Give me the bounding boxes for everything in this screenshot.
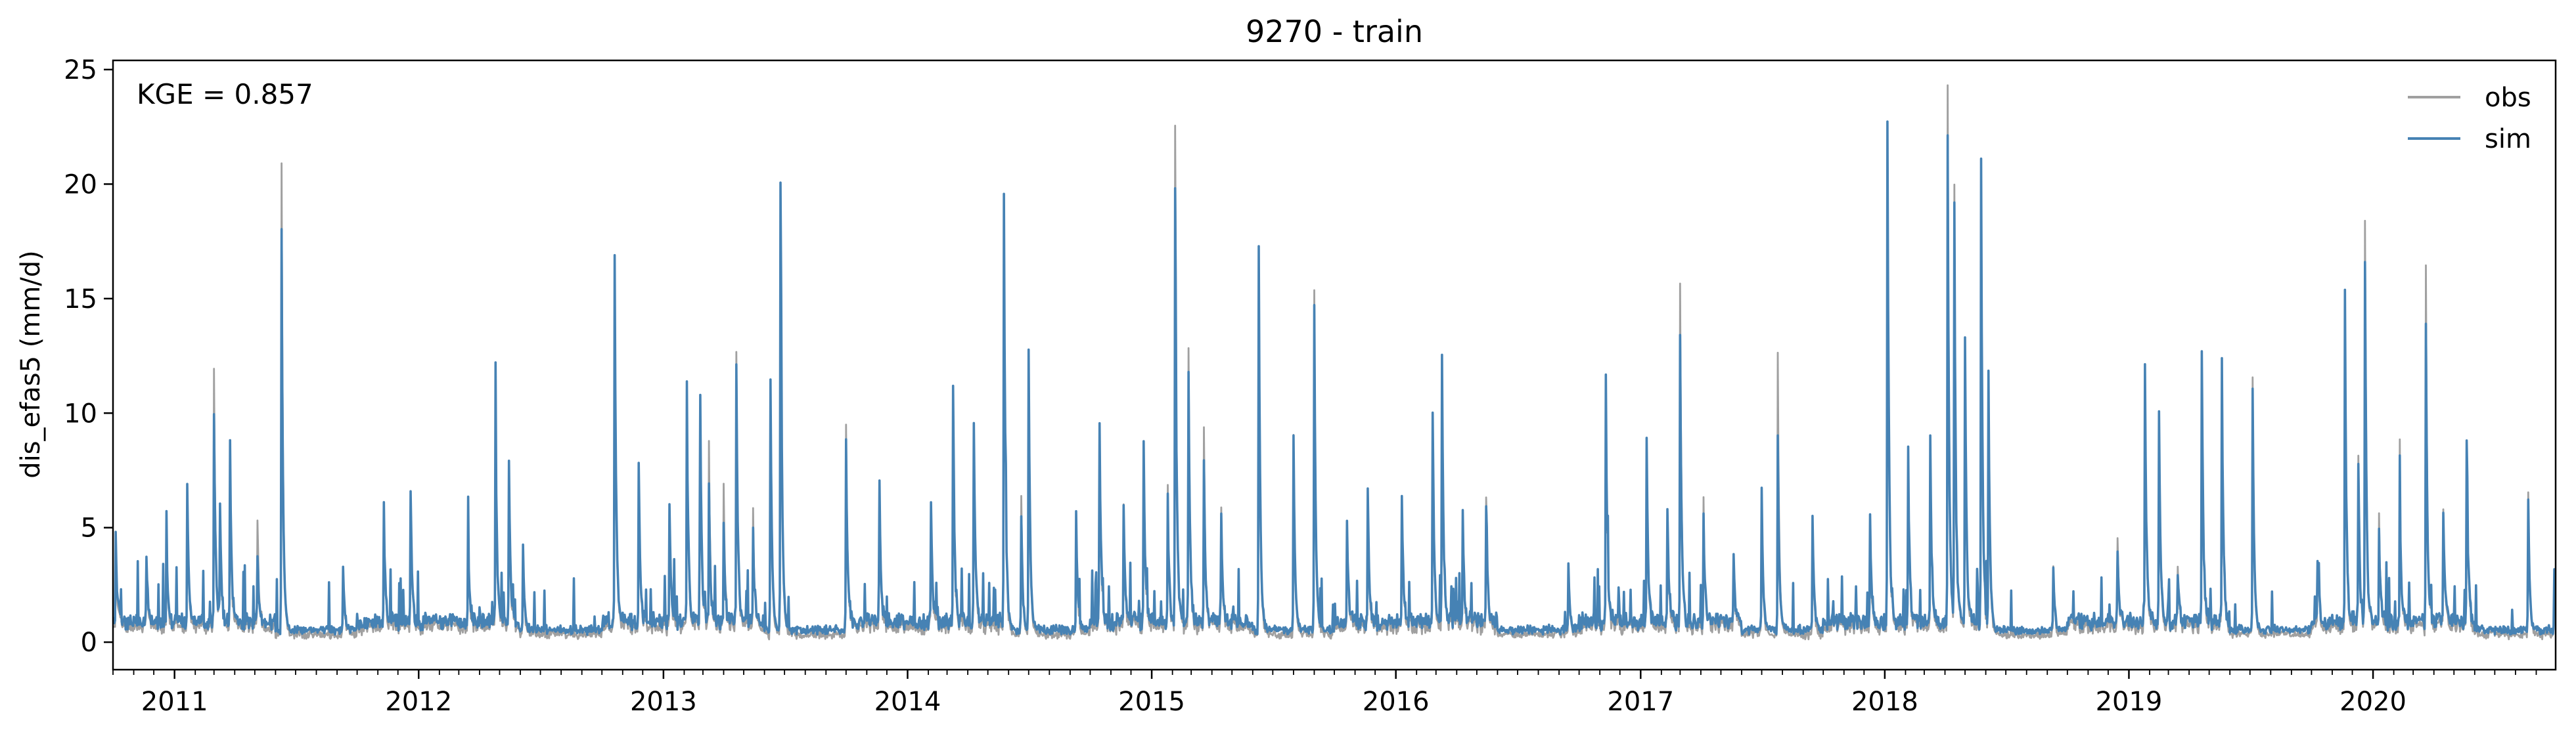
y-tick-label: 20 bbox=[64, 169, 97, 200]
y-axis-label: dis_efas5 (mm/d) bbox=[16, 250, 46, 479]
x-tick-label: 2017 bbox=[1607, 687, 1674, 717]
x-tick-label: 2014 bbox=[874, 687, 941, 717]
x-tick-label: 2012 bbox=[385, 687, 452, 717]
chart-title: 9270 - train bbox=[1246, 14, 1423, 49]
y-tick-label: 5 bbox=[81, 513, 97, 544]
y-tick-label: 25 bbox=[64, 55, 97, 85]
x-tick-label: 2013 bbox=[630, 687, 697, 717]
legend-label-obs: obs bbox=[2485, 83, 2531, 113]
kge-annotation: KGE = 0.857 bbox=[137, 78, 313, 110]
x-tick-label: 2018 bbox=[1851, 687, 1918, 717]
x-tick-label: 2015 bbox=[1118, 687, 1185, 717]
x-tick-label: 2020 bbox=[2339, 687, 2407, 717]
x-tick-label: 2016 bbox=[1363, 687, 1430, 717]
legend-label-sim: sim bbox=[2485, 124, 2531, 154]
y-tick-label: 15 bbox=[64, 284, 97, 314]
series-line-sim bbox=[113, 120, 2556, 636]
x-tick-label: 2011 bbox=[141, 687, 208, 717]
y-axis: 0 5 10 15 20 25 bbox=[64, 55, 113, 658]
y-tick-label: 0 bbox=[81, 628, 97, 658]
y-tick-label: 10 bbox=[64, 399, 97, 429]
x-tick-label: 2019 bbox=[2096, 687, 2163, 717]
plot-frame bbox=[112, 59, 2557, 671]
series-layer bbox=[113, 84, 2556, 641]
x-axis: 2011 2012 2013 2014 2015 2016 2017 2018 2019 2020 bbox=[112, 670, 2537, 717]
legend: obs sim bbox=[2408, 83, 2531, 154]
